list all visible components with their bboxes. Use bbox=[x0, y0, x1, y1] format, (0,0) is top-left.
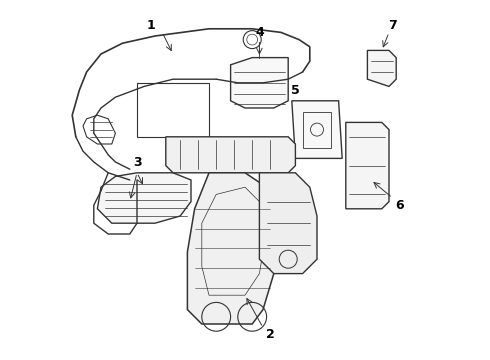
Polygon shape bbox=[231, 58, 288, 108]
Polygon shape bbox=[166, 137, 295, 173]
Text: 6: 6 bbox=[395, 199, 404, 212]
Polygon shape bbox=[292, 101, 342, 158]
Text: 7: 7 bbox=[388, 19, 397, 32]
Text: 1: 1 bbox=[147, 19, 156, 32]
Polygon shape bbox=[259, 173, 317, 274]
Polygon shape bbox=[98, 173, 191, 223]
Polygon shape bbox=[187, 173, 274, 324]
Polygon shape bbox=[368, 50, 396, 86]
Text: 4: 4 bbox=[255, 26, 264, 39]
Text: 2: 2 bbox=[266, 328, 274, 341]
Text: 5: 5 bbox=[291, 84, 300, 96]
Text: 3: 3 bbox=[133, 156, 141, 168]
Polygon shape bbox=[346, 122, 389, 209]
